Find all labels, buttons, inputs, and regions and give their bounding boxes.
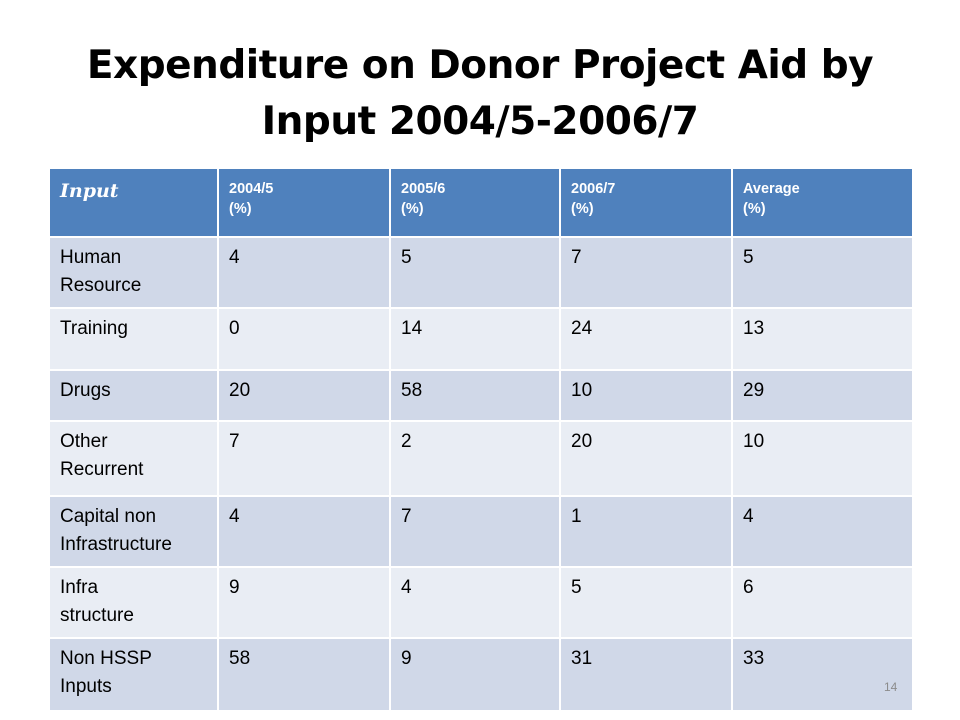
table-row: Capital non Infrastructure 4 7 1 4 bbox=[48, 495, 914, 568]
row-label-cell: Non HSSP Inputs bbox=[48, 637, 219, 712]
table-row: Training 0 14 24 13 bbox=[48, 307, 914, 371]
row-label-line-2: Inputs bbox=[60, 676, 112, 697]
value-cell: 4 bbox=[217, 495, 391, 568]
row-label-line-1: Other bbox=[60, 431, 108, 452]
value-cell: 1 bbox=[559, 495, 733, 568]
column-header-2005-6: 2005/6 (%) bbox=[389, 167, 561, 238]
value-cell: 4 bbox=[389, 566, 561, 639]
value-cell: 31 bbox=[559, 637, 733, 712]
value-cell: 2 bbox=[389, 420, 561, 497]
value-cell: 9 bbox=[389, 637, 561, 712]
value-cell: 9 bbox=[217, 566, 391, 639]
row-label-line-1: Non HSSP bbox=[60, 648, 152, 669]
value-cell: 29 bbox=[731, 369, 914, 422]
value-cell: 4 bbox=[731, 495, 914, 568]
slide-number: 14 bbox=[884, 680, 898, 694]
value-cell: 5 bbox=[389, 236, 561, 309]
row-label-line-2: Resource bbox=[60, 275, 142, 296]
row-label-line-1: Drugs bbox=[60, 380, 111, 401]
value-cell: 0 bbox=[217, 307, 391, 371]
row-label-line-1: Infra bbox=[60, 577, 99, 598]
row-label-cell: Other Recurrent bbox=[48, 420, 219, 497]
slide-title-line-1: Expenditure on Donor Project Aid by bbox=[86, 43, 874, 88]
table-row: Drugs 20 58 10 29 bbox=[48, 369, 914, 422]
slide-title-line-2: Input 2004/5-2006/7 bbox=[261, 99, 699, 144]
table-row: Non HSSP Inputs 58 9 31 33 bbox=[48, 637, 914, 712]
row-label-line-1: Human bbox=[60, 247, 122, 268]
value-cell: 20 bbox=[559, 420, 733, 497]
value-cell: 5 bbox=[731, 236, 914, 309]
table-row: Other Recurrent 7 2 20 10 bbox=[48, 420, 914, 497]
slide-title: Expenditure on Donor Project Aid by Inpu… bbox=[60, 38, 900, 150]
value-cell: 6 bbox=[731, 566, 914, 639]
table-row: Human Resource 4 5 7 5 bbox=[48, 236, 914, 309]
table-row: Infra structure 9 4 5 6 bbox=[48, 566, 914, 639]
row-label-line-1: Capital non bbox=[60, 506, 157, 527]
value-cell: 4 bbox=[217, 236, 391, 309]
row-label-line-1: Training bbox=[60, 318, 128, 339]
row-label-line-2: Infrastructure bbox=[60, 534, 172, 555]
value-cell: 20 bbox=[217, 369, 391, 422]
table-header-row: Input 2004/5 (%) 2005/6 (%) 2006/7 (%) A… bbox=[48, 167, 914, 238]
value-cell: 7 bbox=[389, 495, 561, 568]
value-cell: 10 bbox=[559, 369, 733, 422]
value-cell: 5 bbox=[559, 566, 733, 639]
row-label-line-2: structure bbox=[60, 605, 134, 626]
column-header-2006-7: 2006/7 (%) bbox=[559, 167, 733, 238]
value-cell: 33 bbox=[731, 637, 914, 712]
value-cell: 14 bbox=[389, 307, 561, 371]
value-cell: 58 bbox=[217, 637, 391, 712]
row-label-cell: Infra structure bbox=[48, 566, 219, 639]
column-header-average: Average (%) bbox=[731, 167, 914, 238]
value-cell: 7 bbox=[217, 420, 391, 497]
row-label-cell: Human Resource bbox=[48, 236, 219, 309]
value-cell: 10 bbox=[731, 420, 914, 497]
column-header-input: Input bbox=[48, 167, 219, 238]
value-cell: 13 bbox=[731, 307, 914, 371]
row-label-cell: Capital non Infrastructure bbox=[48, 495, 219, 568]
value-cell: 24 bbox=[559, 307, 733, 371]
value-cell: 58 bbox=[389, 369, 561, 422]
table-body: Human Resource 4 5 7 5 Training 0 14 24 13 Drugs 20 5… bbox=[48, 236, 914, 712]
row-label-line-2: Recurrent bbox=[60, 459, 144, 480]
column-header-2004-5: 2004/5 (%) bbox=[217, 167, 391, 238]
value-cell: 7 bbox=[559, 236, 733, 309]
row-label-cell: Drugs bbox=[48, 369, 219, 422]
row-label-cell: Training bbox=[48, 307, 219, 371]
expenditure-table: Input 2004/5 (%) 2005/6 (%) 2006/7 (%) A… bbox=[48, 167, 914, 712]
